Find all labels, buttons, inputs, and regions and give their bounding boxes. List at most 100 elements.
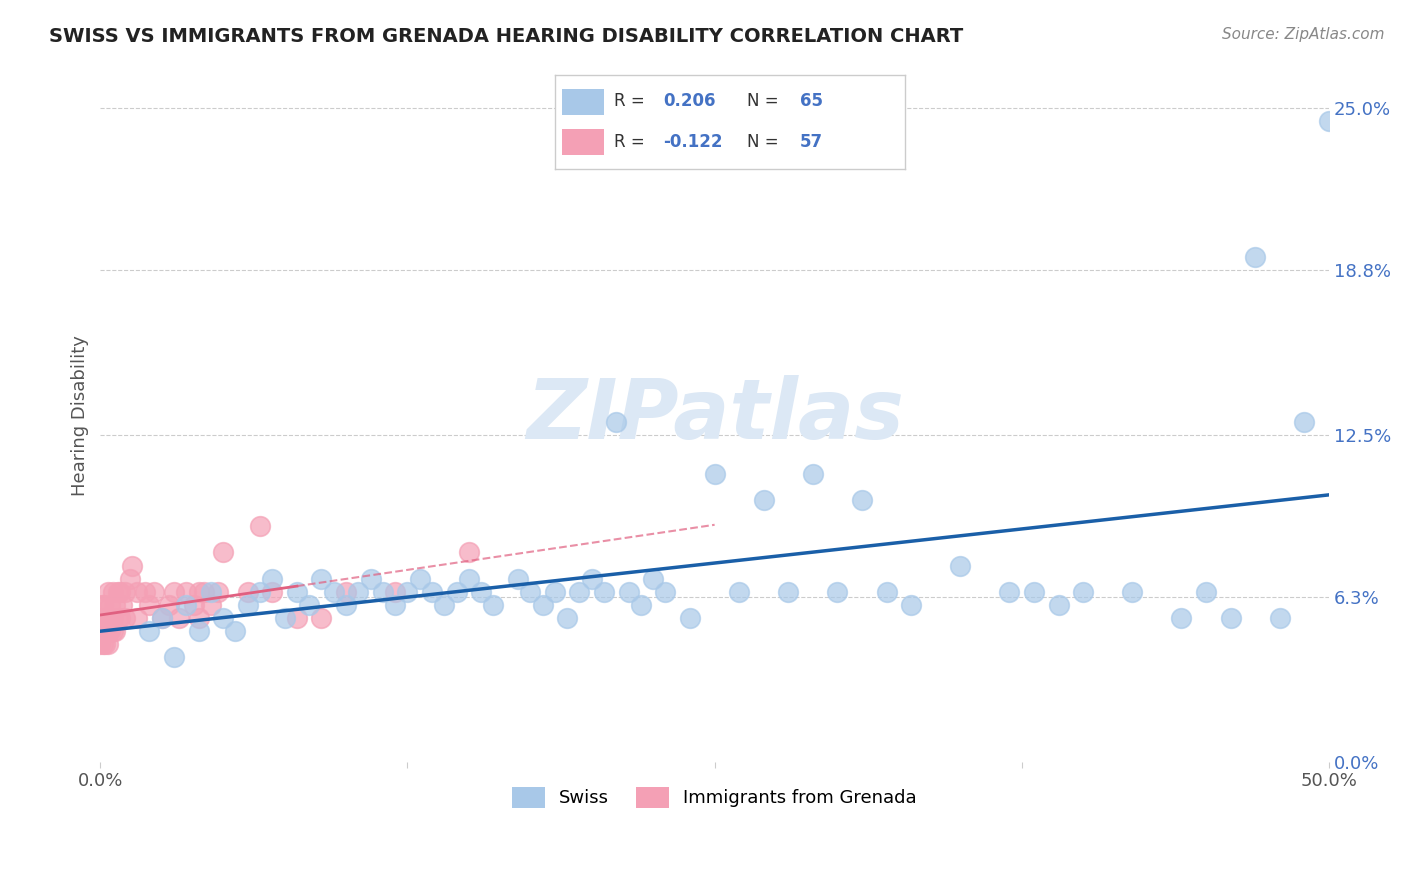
- Point: [94, 611, 117, 625]
- Point: [114, 611, 136, 625]
- Point: [249, 584, 271, 599]
- Point: [143, 584, 166, 599]
- Point: [1268, 611, 1291, 625]
- Point: [98, 611, 121, 625]
- Point: [127, 611, 149, 625]
- Point: [555, 611, 578, 625]
- Point: [94, 611, 117, 625]
- Point: [97, 637, 120, 651]
- Point: [273, 611, 295, 625]
- Point: [703, 467, 725, 481]
- Point: [187, 584, 209, 599]
- Point: [470, 584, 492, 599]
- Point: [183, 598, 205, 612]
- Point: [89, 637, 111, 651]
- Point: [111, 598, 134, 612]
- Point: [801, 467, 824, 481]
- Point: [163, 584, 186, 599]
- Point: [212, 611, 235, 625]
- Point: [236, 584, 259, 599]
- Point: [876, 584, 898, 599]
- Point: [568, 584, 591, 599]
- Point: [371, 584, 394, 599]
- Point: [157, 598, 180, 612]
- Point: [654, 584, 676, 599]
- Point: [420, 584, 443, 599]
- Point: [108, 584, 131, 599]
- Point: [150, 611, 173, 625]
- Point: [384, 584, 406, 599]
- Point: [949, 558, 972, 573]
- Point: [335, 598, 357, 612]
- Point: [1195, 584, 1218, 599]
- Point: [150, 611, 173, 625]
- Text: SWISS VS IMMIGRANTS FROM GRENADA HEARING DISABILITY CORRELATION CHART: SWISS VS IMMIGRANTS FROM GRENADA HEARING…: [49, 27, 963, 45]
- Point: [98, 598, 121, 612]
- Point: [531, 598, 554, 612]
- Point: [433, 598, 456, 612]
- Point: [104, 624, 127, 638]
- Point: [617, 584, 640, 599]
- Point: [605, 415, 627, 429]
- Point: [101, 624, 124, 638]
- Point: [167, 611, 190, 625]
- Point: [900, 598, 922, 612]
- Point: [94, 624, 117, 638]
- Point: [285, 584, 308, 599]
- Point: [544, 584, 567, 599]
- Point: [97, 611, 120, 625]
- Point: [98, 624, 121, 638]
- Point: [138, 624, 160, 638]
- Point: [1047, 598, 1070, 612]
- Point: [114, 584, 136, 599]
- Point: [396, 584, 419, 599]
- Point: [1170, 611, 1192, 625]
- Point: [121, 558, 143, 573]
- Point: [1244, 250, 1267, 264]
- Text: ZIPatlas: ZIPatlas: [526, 375, 904, 456]
- Point: [347, 584, 370, 599]
- Point: [91, 598, 114, 612]
- Point: [163, 650, 186, 665]
- Point: [108, 611, 131, 625]
- Point: [91, 598, 114, 612]
- Point: [322, 584, 344, 599]
- Point: [1294, 415, 1316, 429]
- Point: [643, 572, 665, 586]
- Point: [384, 598, 406, 612]
- Point: [285, 611, 308, 625]
- Point: [262, 572, 284, 586]
- Point: [506, 572, 529, 586]
- Text: Source: ZipAtlas.com: Source: ZipAtlas.com: [1222, 27, 1385, 42]
- Point: [107, 584, 129, 599]
- Point: [207, 584, 229, 599]
- Point: [91, 624, 114, 638]
- Point: [335, 584, 357, 599]
- Point: [1022, 584, 1045, 599]
- Y-axis label: Hearing Disability: Hearing Disability: [72, 334, 89, 496]
- Point: [101, 611, 124, 625]
- Point: [752, 493, 775, 508]
- Point: [311, 611, 333, 625]
- Point: [97, 584, 120, 599]
- Point: [101, 584, 124, 599]
- Point: [212, 545, 235, 559]
- Point: [91, 637, 114, 651]
- Point: [193, 584, 215, 599]
- Point: [298, 598, 321, 612]
- Point: [446, 584, 468, 599]
- Point: [728, 584, 751, 599]
- Point: [200, 584, 222, 599]
- Point: [360, 572, 382, 586]
- Point: [1317, 113, 1340, 128]
- Point: [187, 611, 209, 625]
- Point: [998, 584, 1021, 599]
- Point: [262, 584, 284, 599]
- Legend: Swiss, Immigrants from Grenada: Swiss, Immigrants from Grenada: [505, 780, 924, 815]
- Point: [176, 584, 198, 599]
- Point: [89, 611, 111, 625]
- Point: [200, 598, 222, 612]
- Point: [127, 584, 149, 599]
- Point: [1071, 584, 1094, 599]
- Point: [104, 598, 127, 612]
